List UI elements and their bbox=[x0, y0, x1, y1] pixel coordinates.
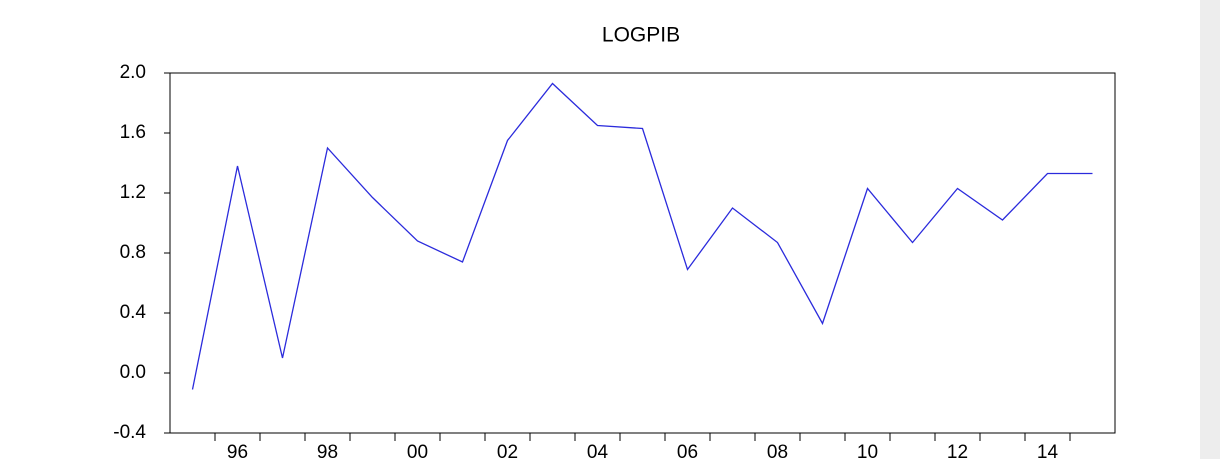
x-tick-label: 02 bbox=[497, 442, 518, 459]
x-tick-label: 98 bbox=[317, 442, 338, 459]
x-tick-label: 10 bbox=[857, 442, 878, 459]
x-tick-label: 12 bbox=[947, 442, 968, 459]
x-tick-label: 96 bbox=[227, 442, 248, 459]
window-edge bbox=[1200, 0, 1220, 459]
y-tick-label: 1.2 bbox=[120, 182, 146, 203]
x-tick-label: 04 bbox=[587, 442, 609, 459]
x-tick-label: 00 bbox=[407, 442, 428, 459]
x-tick-label: 08 bbox=[767, 442, 788, 459]
x-tick-label: 14 bbox=[1037, 442, 1059, 459]
y-tick-label: 2.0 bbox=[120, 62, 146, 83]
y-tick-label: -0.4 bbox=[113, 422, 146, 443]
y-tick-label: 1.6 bbox=[120, 122, 146, 143]
x-tick-label: 06 bbox=[677, 442, 698, 459]
chart-title: LOGPIB bbox=[602, 24, 680, 47]
y-tick-label: 0.4 bbox=[120, 302, 147, 323]
y-tick-label: 0.0 bbox=[120, 362, 146, 383]
series-line bbox=[191, 82, 1093, 390]
y-tick-label: 0.8 bbox=[120, 242, 146, 263]
